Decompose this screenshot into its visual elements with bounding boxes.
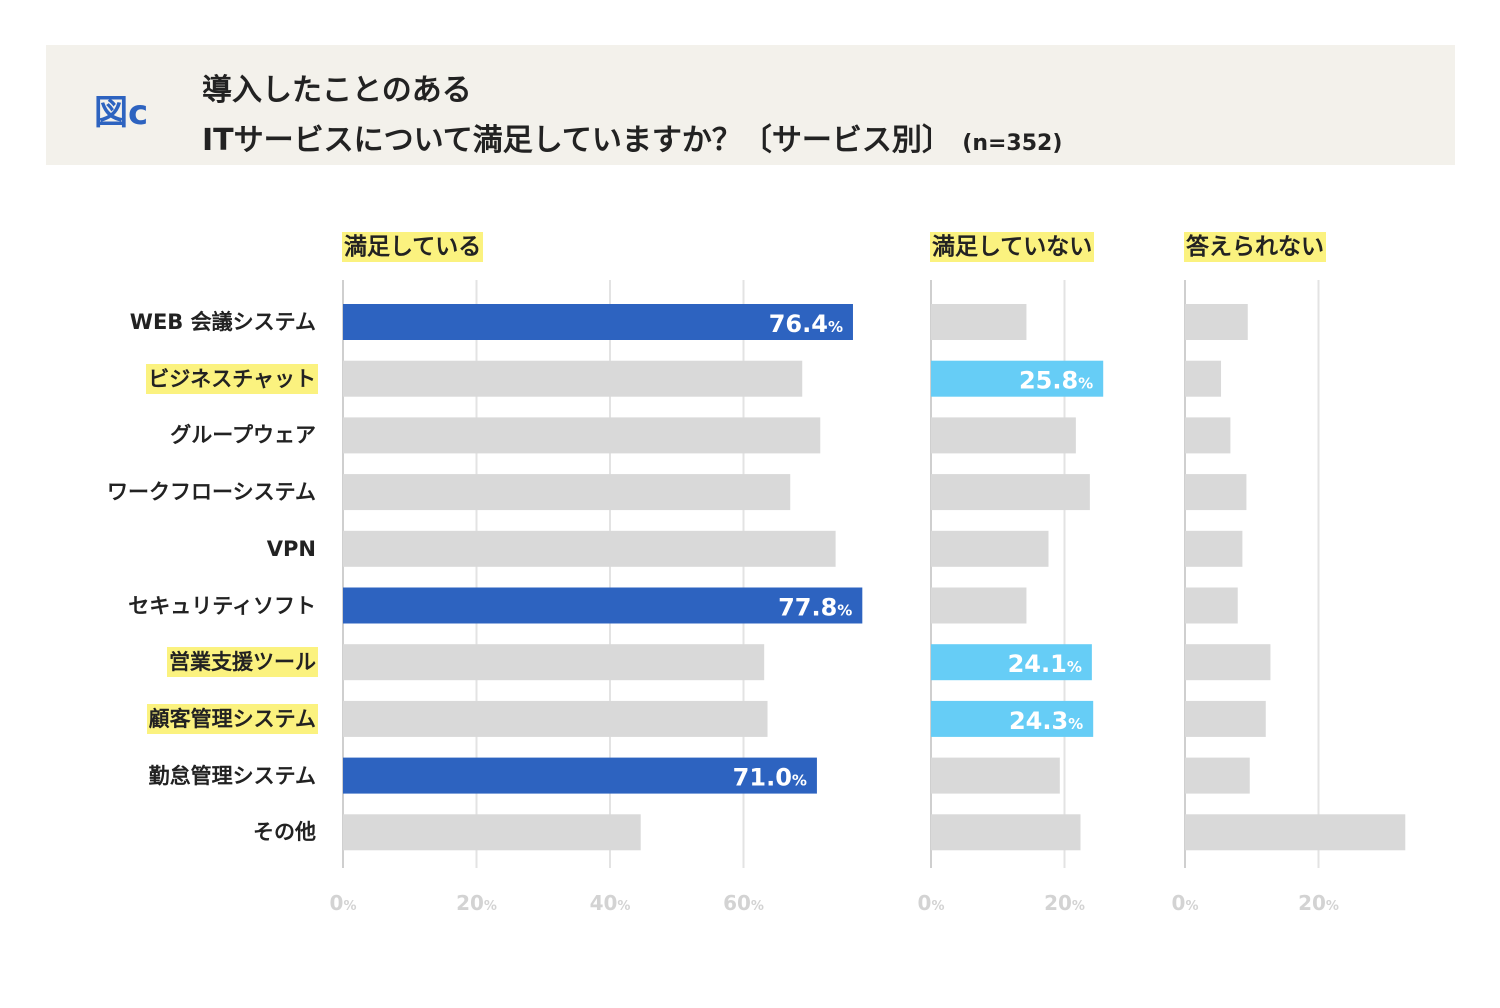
tick-label: 20% bbox=[456, 891, 497, 915]
bar bbox=[1185, 417, 1231, 454]
bar bbox=[1185, 644, 1271, 681]
bar bbox=[1185, 474, 1247, 511]
category-label: 営業支援ツール bbox=[167, 647, 318, 678]
bar bbox=[931, 474, 1090, 511]
bar bbox=[1185, 530, 1243, 567]
tick-unit: % bbox=[484, 899, 497, 914]
bar bbox=[343, 304, 853, 340]
panel-title-cannot-answer: 答えられない bbox=[1184, 232, 1326, 262]
data-label-unit: % bbox=[837, 602, 852, 620]
panel-title-not-satisfied: 満足していない bbox=[930, 232, 1095, 262]
bar bbox=[931, 587, 1027, 624]
tick-label: 60% bbox=[723, 891, 764, 915]
bar bbox=[343, 814, 641, 851]
tick-unit: % bbox=[1072, 899, 1085, 914]
data-label-unit: % bbox=[828, 318, 843, 336]
bar bbox=[931, 530, 1049, 567]
data-label-unit: % bbox=[1078, 375, 1093, 393]
category-label: VPN bbox=[266, 536, 316, 561]
tick-unit: % bbox=[1185, 899, 1198, 914]
bar bbox=[931, 360, 1104, 397]
tick-unit: % bbox=[343, 899, 356, 914]
bar bbox=[931, 644, 1092, 681]
tick-unit: % bbox=[931, 899, 944, 914]
bar bbox=[343, 700, 768, 737]
bar bbox=[1185, 757, 1250, 794]
figure-label: 図c bbox=[94, 93, 149, 133]
tick-label: 0% bbox=[330, 891, 357, 915]
category-label: ビジネスチャット bbox=[146, 363, 318, 394]
bar bbox=[1185, 360, 1222, 397]
data-label-unit: % bbox=[792, 772, 807, 790]
tick-unit: % bbox=[617, 899, 630, 914]
category-label: 勤怠管理システム bbox=[148, 763, 316, 788]
sample-size: (n=352) bbox=[962, 131, 1063, 156]
category-label: セキュリティソフト bbox=[128, 593, 316, 618]
bar bbox=[931, 814, 1081, 851]
bar bbox=[1185, 304, 1248, 340]
category-label: ワークフローシステム bbox=[107, 480, 316, 505]
tick-label: 20% bbox=[1298, 891, 1339, 915]
chart-title-line1: 導入したことのある bbox=[202, 73, 472, 108]
bar bbox=[931, 700, 1094, 737]
bar bbox=[1185, 587, 1238, 624]
category-label: WEB 会議システム bbox=[129, 310, 316, 334]
bar bbox=[1185, 700, 1266, 737]
tick-label: 20% bbox=[1044, 891, 1085, 915]
bar bbox=[343, 417, 821, 454]
bar bbox=[343, 474, 791, 511]
bar bbox=[343, 587, 863, 624]
tick-unit: % bbox=[751, 899, 764, 914]
bar bbox=[343, 757, 817, 794]
bar bbox=[931, 417, 1076, 454]
bar bbox=[931, 304, 1027, 340]
tick-label: 0% bbox=[918, 891, 945, 915]
bar bbox=[1185, 814, 1406, 851]
bar bbox=[931, 757, 1060, 794]
panel-title-satisfied: 満足している bbox=[342, 232, 484, 262]
category-label: その他 bbox=[253, 820, 316, 845]
bar bbox=[343, 644, 765, 681]
tick-label: 40% bbox=[590, 891, 631, 915]
chart-title-line2: ITサービスについて満足していますか？〔サービス別〕 (n=352) bbox=[202, 115, 1062, 159]
category-label: 顧客管理システム bbox=[146, 703, 318, 734]
data-label-unit: % bbox=[1067, 658, 1082, 676]
chart-title-text: ITサービスについて満足していますか？〔サービス別〕 bbox=[202, 123, 952, 158]
title-banner: 図c 導入したことのある ITサービスについて満足していますか？〔サービス別〕 … bbox=[46, 45, 1455, 165]
tick-unit: % bbox=[1326, 899, 1339, 914]
tick-label: 0% bbox=[1172, 891, 1199, 915]
bar bbox=[343, 360, 803, 397]
bar bbox=[343, 530, 836, 567]
data-label-unit: % bbox=[1068, 715, 1083, 733]
category-label: グループウェア bbox=[170, 423, 316, 448]
